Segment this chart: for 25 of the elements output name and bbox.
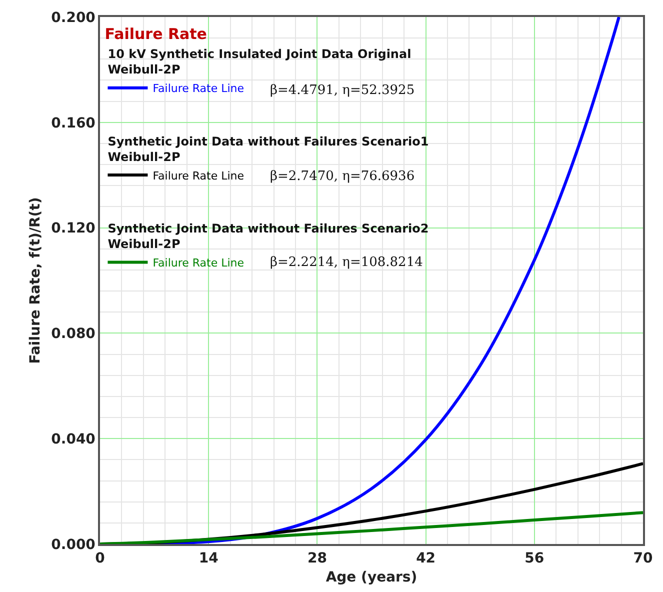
- x-tick-label: 42: [416, 550, 436, 567]
- x-tick-label: 14: [198, 550, 219, 567]
- x-tick-label: 28: [307, 550, 327, 567]
- annotation: Synthetic Joint Data without Failures Scenario1 Weibull-2P: [108, 134, 429, 164]
- x-axis-title: Age (years): [326, 569, 418, 586]
- annotation: 10 kV Synthetic Insulated Joint Data Original Weibull-2P: [108, 47, 412, 77]
- line-series: [100, 511, 643, 544]
- legend-label: Failure Rate Line: [152, 169, 244, 182]
- legend-label: Failure Rate Line: [152, 256, 244, 270]
- annotation: Synthetic Joint Data without Failures Scenario2 Weibull-2P: [108, 222, 429, 252]
- x-tick-label: 0: [95, 550, 106, 567]
- y-tick-label: 0.000: [51, 536, 96, 553]
- y-tick-label: 0.160: [51, 115, 96, 132]
- y-tick-label: 0.120: [51, 220, 96, 237]
- x-tick-label: 56: [524, 550, 544, 567]
- y-axis-title: Failure Rate, f(t)/R(t): [27, 197, 44, 364]
- y-tick-label: 0.200: [51, 10, 96, 26]
- legend-title: Failure Rate: [104, 25, 207, 44]
- y-tick-label: 0.080: [51, 326, 96, 342]
- y-tick-label: 0.040: [51, 432, 96, 448]
- x-tick-label: 70: [633, 550, 653, 567]
- annotation: β=2.7470, η=76.6936: [270, 169, 415, 184]
- annotation: β=4.4791, η=52.3925: [270, 83, 415, 98]
- annotation: β=2.2214, η=108.8214: [270, 255, 423, 270]
- legend-label: Failure Rate Line: [152, 82, 244, 96]
